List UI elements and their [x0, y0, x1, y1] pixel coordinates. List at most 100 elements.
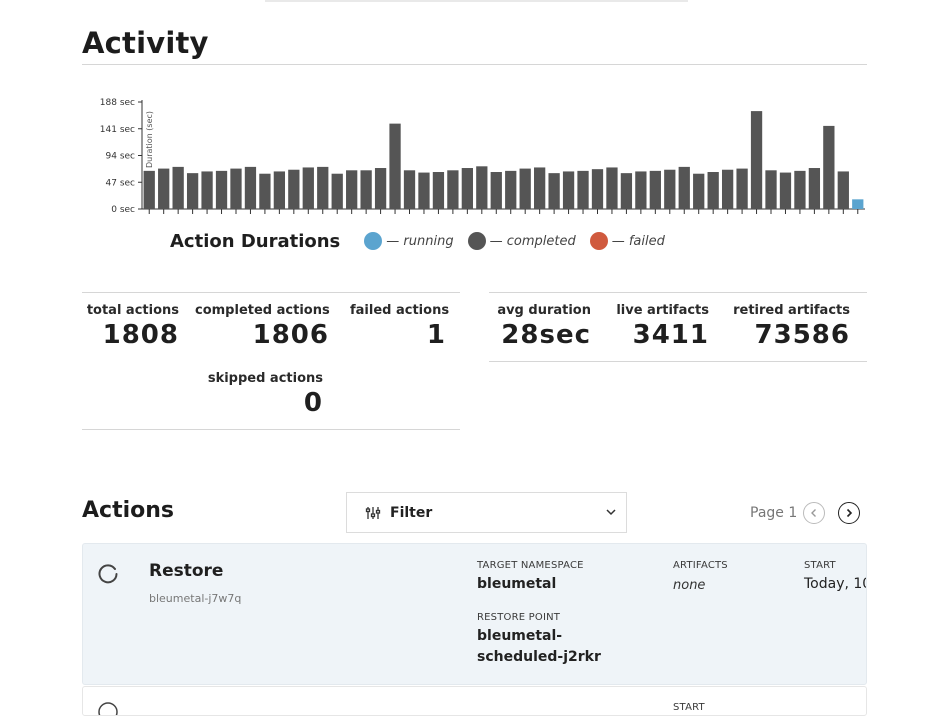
- bar: [707, 172, 719, 209]
- stat-retired-artifacts: retired artifacts 73586: [730, 303, 850, 350]
- bar: [577, 170, 589, 209]
- bar: [678, 166, 690, 209]
- chart-legend: Action Durations — running — completed —…: [170, 228, 679, 254]
- y-tick-label: 47 sec: [106, 178, 136, 188]
- y-tick-label: 0 sec: [111, 205, 135, 215]
- bar: [447, 170, 459, 209]
- action-name: Restore: [149, 561, 224, 581]
- bar: [186, 173, 199, 209]
- page-indicator: Page 1: [750, 505, 798, 521]
- pagination: Page 1: [750, 502, 861, 524]
- bar: [418, 172, 430, 209]
- stat-live-artifacts: live artifacts 3411: [612, 303, 709, 350]
- target-namespace-label: TARGET NAMESPACE: [477, 560, 584, 571]
- status-icon: [98, 702, 118, 715]
- bar: [259, 173, 271, 209]
- bar: [331, 173, 343, 209]
- bar: [823, 125, 835, 209]
- bar: [750, 111, 763, 209]
- bar: [244, 166, 257, 209]
- legend-completed-dot: [467, 232, 486, 250]
- bar: [606, 167, 618, 209]
- stat-total-actions: total actions 1808: [82, 303, 179, 350]
- bar: [403, 170, 416, 209]
- bar: [548, 173, 560, 209]
- bar: [808, 168, 821, 209]
- activity-title: Activity: [82, 26, 209, 60]
- bar: [432, 172, 445, 209]
- activity-divider: [82, 64, 867, 65]
- stat-avg-duration-value: 28sec: [501, 320, 591, 350]
- bar: [490, 172, 502, 209]
- stat-failed-actions-value: 1: [426, 320, 446, 350]
- next-page-button[interactable]: [838, 502, 861, 524]
- stat-skipped-actions: skipped actions 0: [205, 371, 323, 418]
- action-durations-chart: 188 sec 141 sec 94 sec 47 sec 0 sec Duration …: [100, 98, 865, 215]
- chevron-right-icon: [847, 508, 853, 518]
- bar: [837, 171, 849, 209]
- bar: [721, 169, 734, 209]
- stat-failed-actions: failed actions 1: [350, 303, 450, 350]
- legend-running: — running: [364, 232, 454, 250]
- bar: [374, 168, 387, 209]
- stat-retired-artifacts-value: 73586: [754, 320, 850, 350]
- chart-title: Action Durations: [170, 230, 341, 252]
- bar: [794, 170, 806, 209]
- bar: [346, 170, 358, 209]
- bar: [591, 169, 604, 209]
- chevron-down-icon: [606, 509, 616, 516]
- y-tick-label: 94 sec: [106, 152, 136, 162]
- start-label-2: START: [673, 702, 705, 713]
- bar: [389, 123, 401, 209]
- actions-title: Actions: [82, 498, 174, 523]
- legend-running-dot: [364, 232, 383, 250]
- start-label: START: [804, 560, 836, 571]
- legend-running-label: — running: [386, 233, 454, 249]
- bar: [562, 171, 575, 209]
- bar: [779, 172, 792, 209]
- stat-total-actions-label: total actions: [86, 303, 179, 318]
- prev-page-button[interactable]: [803, 502, 826, 524]
- legend-failed: — failed: [589, 232, 665, 250]
- stats-left-top-divider: [82, 292, 460, 293]
- stat-avg-duration: avg duration 28sec: [496, 303, 591, 350]
- action-id: bleumetal-j7w7q: [149, 592, 242, 605]
- bar: [230, 168, 242, 209]
- bar: [302, 167, 314, 209]
- action-row-restore[interactable]: Restore bleumetal-j7w7q TARGET NAMESPACE…: [82, 543, 867, 685]
- legend-completed: — completed: [467, 232, 576, 250]
- legend-failed-label: — failed: [611, 233, 665, 249]
- bar: [649, 170, 661, 209]
- legend-failed-dot: [589, 232, 608, 250]
- bar: [476, 166, 488, 209]
- filter-dropdown[interactable]: Filter: [346, 492, 627, 533]
- action-row-2[interactable]: START: [82, 686, 867, 716]
- stats-right-bottom-divider: [489, 361, 867, 362]
- y-tick-label: 188 sec: [100, 98, 135, 108]
- bar: [534, 167, 546, 209]
- stat-skipped-actions-label: skipped actions: [207, 371, 323, 386]
- y-axis-label: Duration (sec): [145, 111, 154, 168]
- artifacts-label: ARTIFACTS: [673, 560, 728, 571]
- stats-left-bottom-divider: [82, 429, 460, 430]
- bar: [215, 170, 228, 209]
- start-value: Today, 10: [804, 576, 867, 592]
- stats-right-top-divider: [489, 292, 867, 293]
- restore-point-value-line2: scheduled-j2rkr: [477, 649, 601, 665]
- bar: [317, 166, 329, 209]
- stat-failed-actions-label: failed actions: [350, 303, 450, 318]
- spinner-icon: [98, 564, 118, 584]
- stat-skipped-actions-value: 0: [303, 388, 323, 418]
- stat-completed-actions-value: 1806: [252, 320, 329, 350]
- bar: [519, 168, 531, 209]
- bar: [505, 170, 517, 209]
- stat-avg-duration-label: avg duration: [497, 303, 591, 318]
- stat-completed-actions-label: completed actions: [195, 303, 330, 318]
- stat-completed-actions: completed actions 1806: [195, 303, 330, 350]
- bar: [288, 169, 300, 209]
- sliders-icon: [365, 506, 381, 519]
- stat-live-artifacts-value: 3411: [632, 320, 709, 350]
- restore-point-value-line1: bleumetal-: [477, 628, 563, 644]
- filter-label: Filter: [390, 504, 433, 521]
- bar: [360, 170, 372, 209]
